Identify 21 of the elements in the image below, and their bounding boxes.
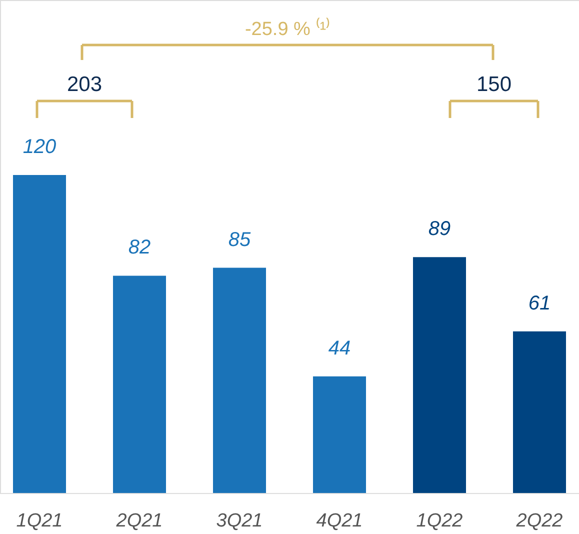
x-tick-label: 4Q21 (316, 510, 363, 532)
bar (213, 268, 266, 493)
data-label: 44 (328, 337, 351, 360)
text: 203 (66, 73, 102, 96)
data-label: 61 (528, 292, 551, 314)
text: 150 (476, 73, 512, 96)
x-tick-label: 1Q21 (16, 510, 63, 532)
bar (113, 276, 166, 493)
data-label: 120 (22, 136, 56, 158)
x-tick-label: 1Q22 (416, 510, 464, 532)
data-label: 89 (428, 218, 451, 240)
x-tick-label: 2Q21 (115, 510, 163, 532)
bar (313, 376, 366, 493)
x-tick-label: 3Q21 (216, 510, 263, 532)
bar (13, 175, 66, 493)
bar (413, 257, 466, 493)
text: -25.9 % ⁽¹⁾ (244, 17, 330, 40)
data-label: 82 (128, 236, 151, 259)
data-label: 85 (228, 228, 252, 251)
bar (513, 331, 566, 493)
x-tick-label: 2Q22 (515, 510, 564, 532)
